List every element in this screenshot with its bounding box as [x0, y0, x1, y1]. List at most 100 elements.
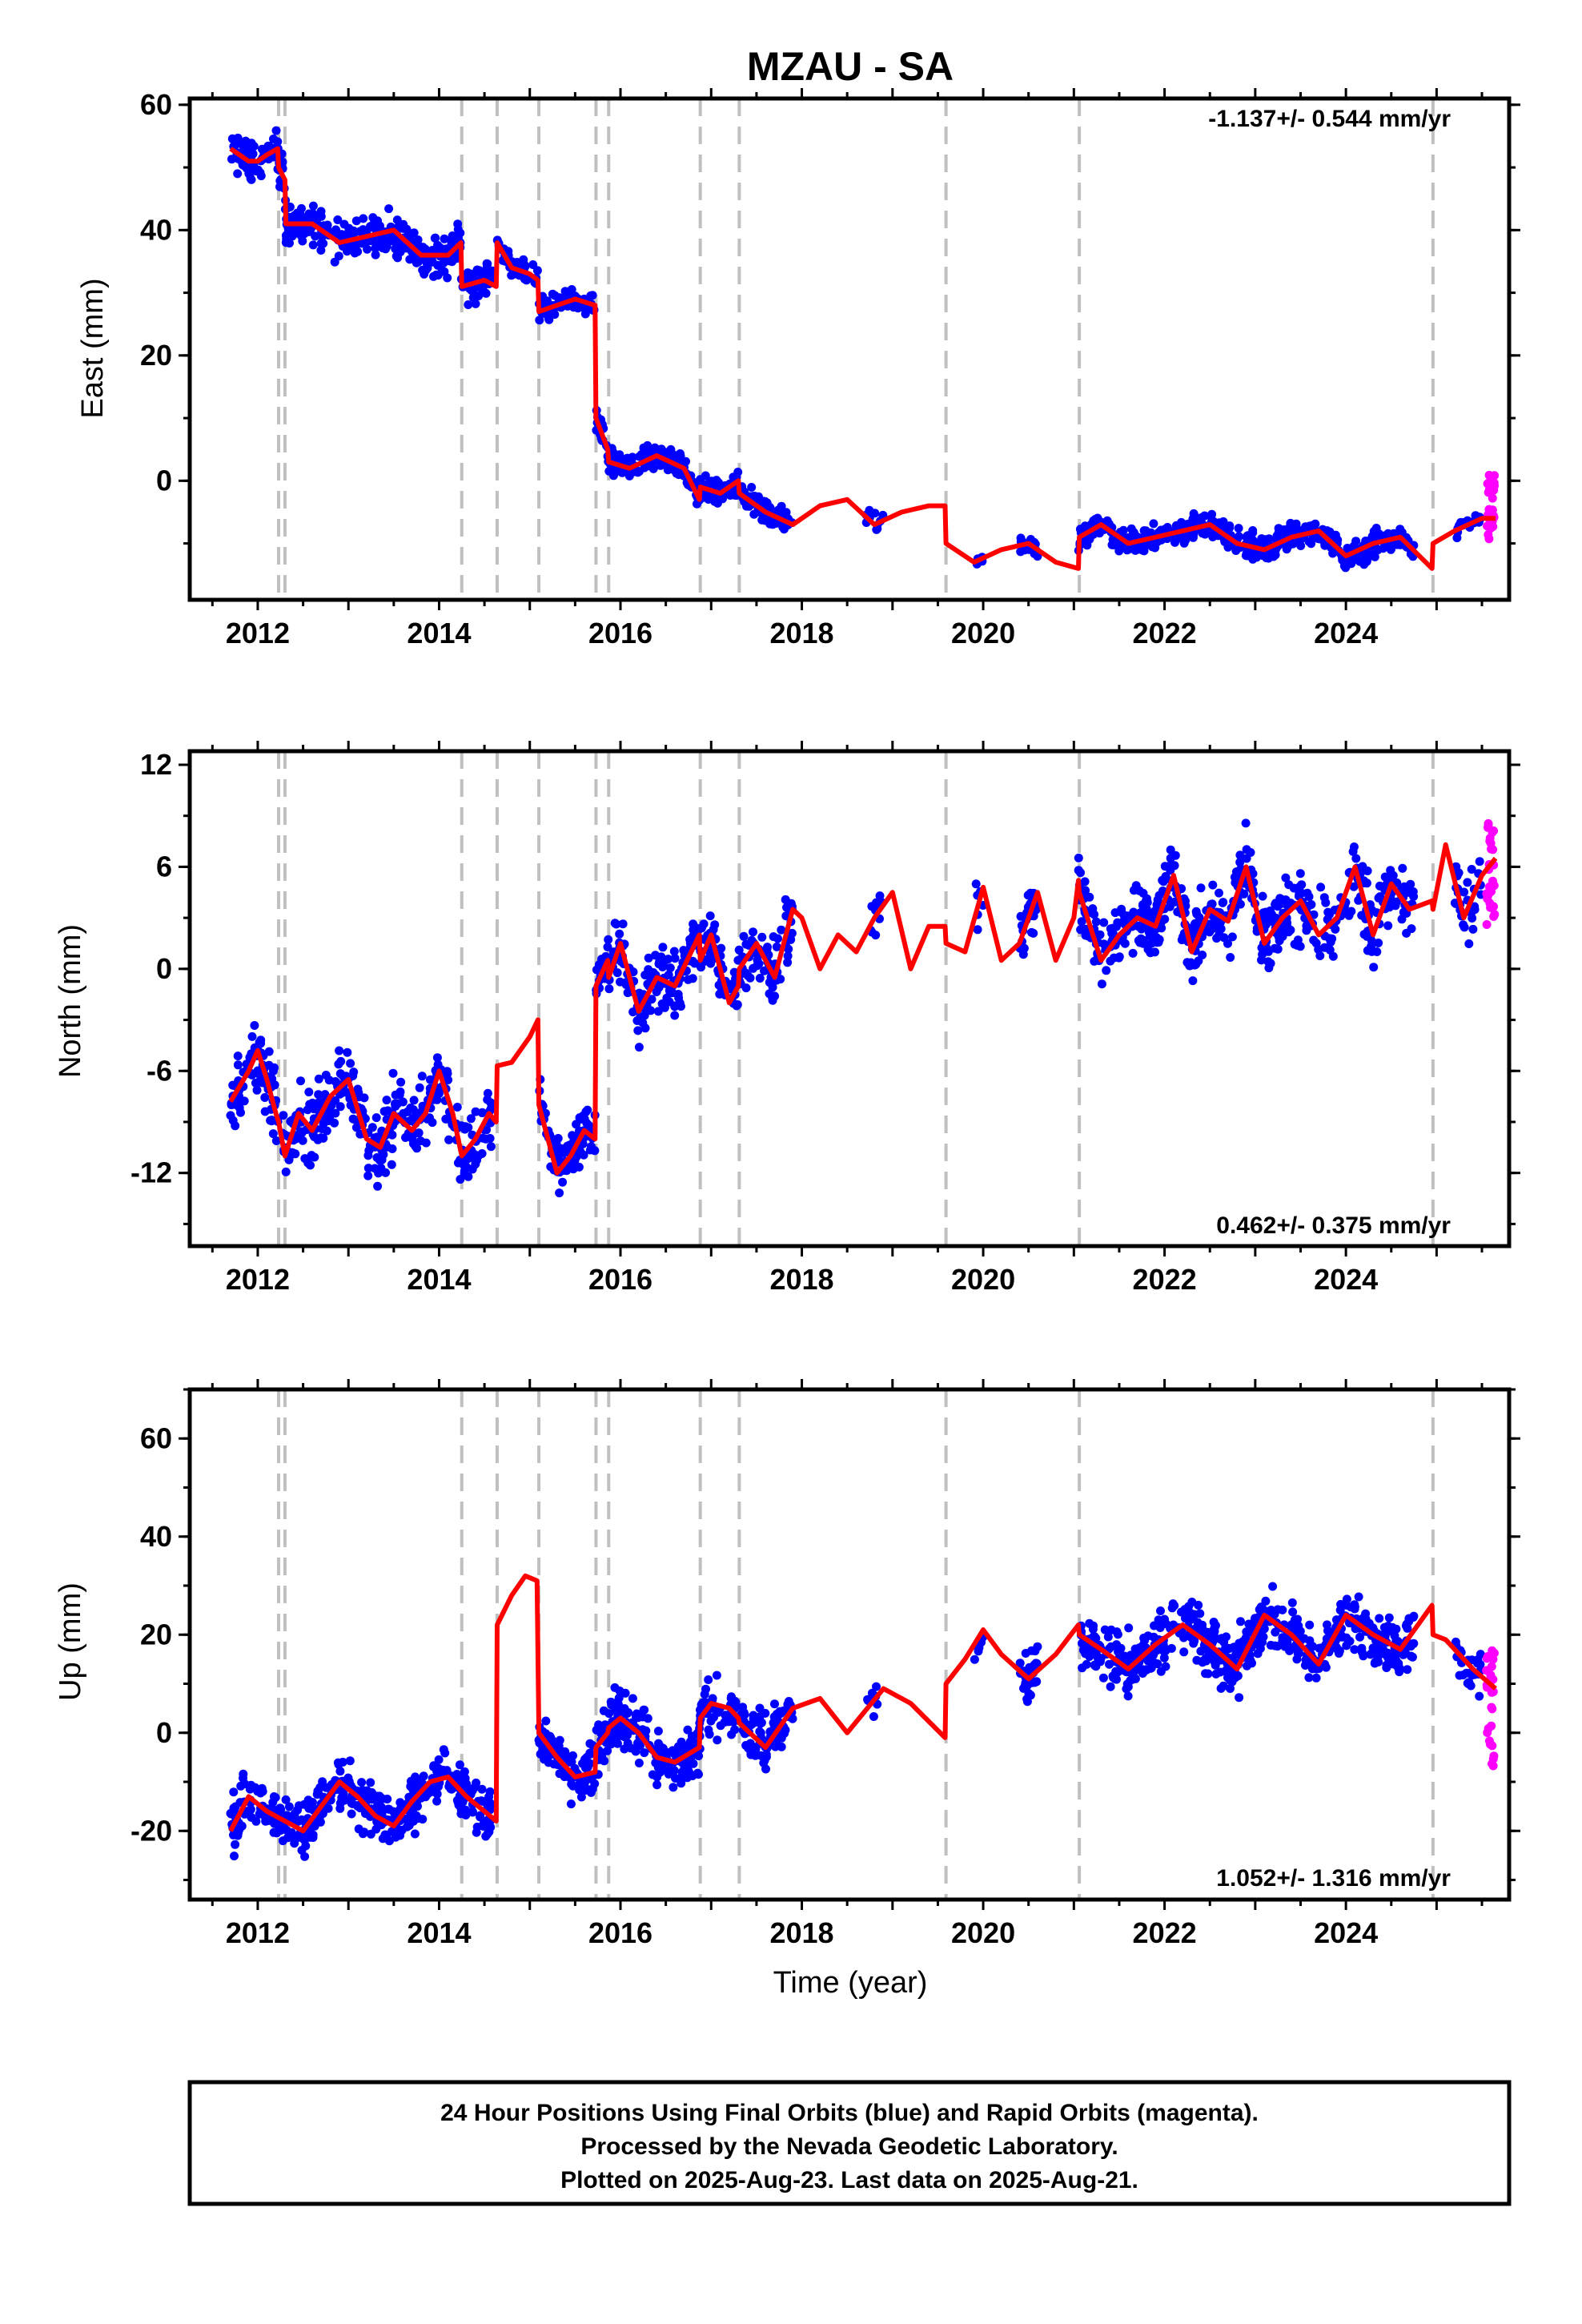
y-tick-label: -6 — [147, 1054, 172, 1087]
final-orbit-point — [1110, 541, 1118, 549]
final-orbit-point — [634, 1043, 644, 1052]
final-orbit-point — [553, 1134, 563, 1143]
final-orbit-point — [640, 971, 650, 979]
final-orbit-point — [1200, 511, 1209, 521]
final-orbit-point — [765, 978, 774, 987]
final-orbit-point — [310, 1152, 319, 1162]
final-orbit-point — [289, 1831, 299, 1841]
final-orbit-point — [1095, 529, 1104, 538]
y-tick-label: 20 — [140, 1618, 172, 1651]
y-tick-label: 60 — [140, 88, 172, 121]
final-orbit-point — [370, 1164, 379, 1173]
final-orbit-point — [633, 1026, 643, 1035]
final-orbit-point — [1142, 898, 1152, 907]
final-orbit-point — [408, 1785, 418, 1795]
final-orbit-point — [1260, 535, 1270, 545]
final-orbit-point — [1309, 935, 1319, 945]
final-orbit-point — [1235, 1638, 1244, 1648]
final-orbit-point — [281, 1167, 291, 1176]
final-orbit-point — [1122, 1679, 1132, 1689]
final-orbit-point — [1226, 1684, 1235, 1693]
final-orbit-point — [1297, 888, 1307, 898]
final-orbit-point — [1404, 1617, 1414, 1626]
final-orbit-point — [343, 1773, 353, 1783]
final-orbit-point — [1227, 932, 1237, 942]
final-orbit-point — [1328, 951, 1338, 961]
final-orbit-point — [1102, 966, 1111, 975]
final-orbit-point — [439, 258, 448, 267]
final-orbit-point — [430, 233, 440, 243]
final-orbit-point — [757, 1718, 766, 1727]
final-orbit-point — [316, 239, 326, 248]
final-orbit-point — [1375, 881, 1384, 891]
final-orbit-point — [1103, 1632, 1113, 1642]
final-orbit-point — [644, 953, 653, 963]
final-orbit-point — [749, 1746, 758, 1755]
final-orbit-point — [574, 1162, 584, 1172]
final-orbit-point — [1311, 1673, 1321, 1683]
final-orbit-point — [461, 1805, 471, 1815]
final-orbit-point — [1362, 548, 1371, 557]
final-orbit-point — [1188, 976, 1198, 986]
final-orbit-point — [1349, 882, 1359, 891]
final-orbit-point — [1379, 1622, 1389, 1632]
final-orbit-point — [1234, 524, 1243, 533]
final-orbit-point — [1106, 1642, 1116, 1651]
final-orbit-point — [440, 234, 449, 243]
final-orbit-point — [694, 1751, 704, 1761]
final-orbit-point — [1258, 891, 1267, 901]
rapid-orbit-point — [1484, 1736, 1494, 1746]
final-orbit-point — [784, 944, 793, 954]
final-orbit-point — [541, 1716, 551, 1726]
final-orbit-point — [696, 477, 705, 487]
final-orbit-point — [434, 1755, 444, 1764]
final-orbit-point — [368, 213, 378, 223]
final-orbit-point — [308, 201, 318, 211]
x-tick-label: 2022 — [1133, 1263, 1197, 1296]
final-orbit-point — [278, 1836, 287, 1846]
final-orbit-point — [770, 1699, 779, 1709]
footer-frame — [187, 2080, 1512, 2206]
final-orbit-point — [357, 1778, 367, 1787]
final-orbit-point — [568, 303, 578, 312]
final-orbit-point — [610, 1683, 620, 1692]
final-orbit-point — [257, 1078, 267, 1088]
final-orbit-point — [1215, 888, 1223, 898]
final-orbit-point — [1244, 1655, 1254, 1664]
final-orbit-point — [1233, 1671, 1243, 1681]
final-orbit-point — [636, 1711, 645, 1720]
final-orbit-point — [749, 927, 757, 937]
final-orbit-point — [1368, 1643, 1378, 1653]
final-orbit-point — [1347, 907, 1356, 916]
final-orbit-point — [233, 1825, 242, 1835]
final-orbit-point — [652, 1772, 662, 1782]
final-orbit-point — [615, 929, 624, 939]
final-orbit-point — [276, 1804, 286, 1814]
final-orbit-point — [284, 1802, 294, 1811]
final-orbit-point — [296, 1076, 305, 1086]
final-orbit-point — [312, 1790, 322, 1799]
footer-box: 24 Hour Positions Using Final Orbits (bl… — [187, 2080, 1512, 2206]
final-orbit-point — [392, 215, 402, 225]
final-orbit-point — [1304, 1673, 1314, 1683]
final-orbit-point — [285, 239, 294, 248]
final-orbit-point — [786, 935, 796, 944]
final-orbit-point — [684, 975, 693, 984]
final-orbit-point — [410, 1829, 420, 1839]
final-orbit-point — [704, 1675, 713, 1684]
rapid-orbit-point — [1488, 1704, 1497, 1714]
final-orbit-point — [485, 1799, 495, 1808]
final-orbit-point — [1176, 521, 1186, 531]
final-orbit-point — [753, 955, 762, 965]
final-orbit-point — [253, 1068, 263, 1078]
final-orbit-point — [1287, 1598, 1297, 1607]
final-orbit-point — [610, 1736, 620, 1746]
final-orbit-point — [380, 1830, 390, 1839]
final-orbit-point — [1235, 899, 1245, 909]
final-orbit-point — [611, 1705, 620, 1715]
final-orbit-point — [441, 1114, 451, 1124]
final-orbit-point — [371, 250, 380, 259]
final-orbit-point — [1029, 928, 1038, 938]
footer-line-1: 24 Hour Positions Using Final Orbits (bl… — [440, 2100, 1259, 2126]
final-orbit-point — [1369, 963, 1379, 972]
